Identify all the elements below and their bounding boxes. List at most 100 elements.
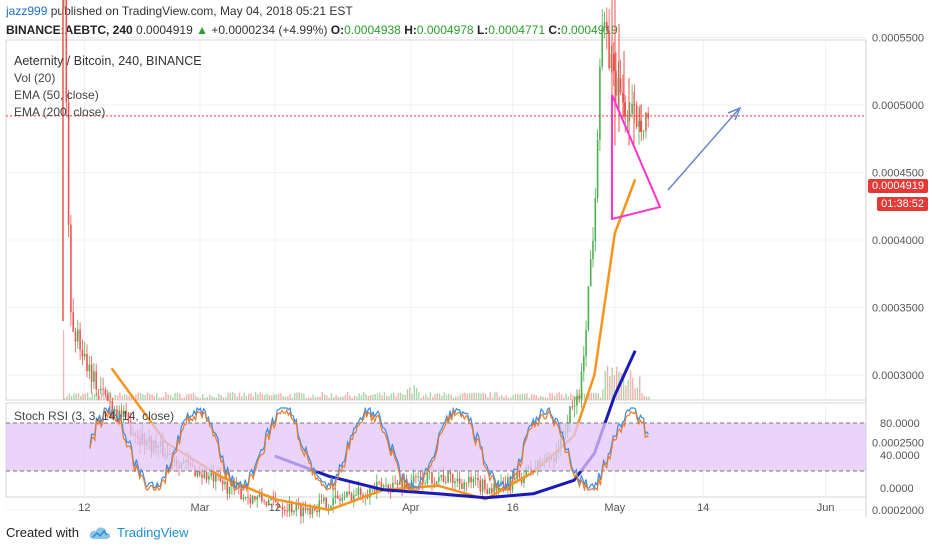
candle-body xyxy=(491,488,493,493)
candle-body xyxy=(231,482,233,487)
candle-body xyxy=(488,488,491,494)
volume-bar xyxy=(234,393,236,400)
volume-bar xyxy=(418,392,420,400)
volume-bar xyxy=(356,396,358,400)
chart-legend: Aeternity / Bitcoin, 240, BINANCE Vol (2… xyxy=(14,53,202,121)
candle-body xyxy=(307,507,309,511)
volume-bar xyxy=(335,394,337,400)
candle-body xyxy=(486,489,488,494)
volume-bar xyxy=(305,397,307,400)
candle-body xyxy=(123,410,125,417)
volume-bar xyxy=(208,394,211,400)
candle-body xyxy=(274,499,277,503)
candle-body xyxy=(90,364,93,382)
volume-bar xyxy=(337,396,340,400)
volume-bar xyxy=(330,393,333,400)
volume-bar xyxy=(243,392,245,400)
volume-bar xyxy=(473,392,475,400)
volume-bar xyxy=(169,395,172,400)
volume-bar xyxy=(457,396,459,400)
volume-bar xyxy=(432,396,434,400)
tradingview-cloud-icon xyxy=(89,526,111,539)
volume-bar xyxy=(328,397,330,400)
x-tick-label: 14 xyxy=(697,502,709,514)
candle-body xyxy=(447,471,449,482)
volume-bar xyxy=(349,395,351,400)
y-tick-label: 0.0003500 xyxy=(872,303,924,315)
volume-bar xyxy=(360,395,363,400)
volume-bar xyxy=(340,396,342,400)
volume-bar xyxy=(434,394,436,400)
volume-bar xyxy=(369,395,372,400)
candle-body xyxy=(647,112,649,119)
volume-bar xyxy=(103,397,105,400)
candle-body xyxy=(346,491,348,498)
volume-bar xyxy=(634,388,636,400)
volume-bar xyxy=(399,392,402,400)
volume-bar xyxy=(199,397,202,400)
volume-bar xyxy=(510,397,512,400)
candle-body xyxy=(378,481,380,483)
candle-body xyxy=(461,483,463,489)
price-pane xyxy=(5,39,867,401)
candle-body xyxy=(583,355,585,372)
up-triangle-icon: ▲ xyxy=(196,23,208,37)
open-label: O: xyxy=(330,23,345,37)
candle-body xyxy=(286,510,288,512)
volume-bar xyxy=(560,394,563,400)
candle-body xyxy=(380,482,383,488)
volume-bar xyxy=(190,393,192,400)
volume-bar xyxy=(310,397,312,400)
candle-body xyxy=(116,409,118,419)
y-tick-label: 0.0005500 xyxy=(872,33,924,45)
candle-body xyxy=(279,506,281,508)
price-axis xyxy=(866,40,932,497)
candle-body xyxy=(247,497,249,498)
candle-body xyxy=(424,483,426,485)
volume-bar xyxy=(211,396,213,400)
candle-body xyxy=(454,481,456,483)
candle-body xyxy=(330,505,332,509)
volume-bar xyxy=(259,392,261,400)
candle-body xyxy=(635,105,638,127)
author-link[interactable]: jazz999 xyxy=(6,4,48,18)
ema-50-line xyxy=(110,178,637,512)
candle-body xyxy=(468,477,470,483)
candle-body xyxy=(631,103,633,114)
volume-bar xyxy=(613,375,616,400)
volume-bar xyxy=(392,392,395,400)
volume-bar xyxy=(553,395,556,400)
volume-bar xyxy=(636,387,639,400)
high-label: H: xyxy=(404,23,417,37)
volume-bar xyxy=(252,396,254,400)
candle-body xyxy=(516,471,518,480)
candle-body xyxy=(640,120,643,132)
volume-bar xyxy=(84,393,87,400)
volume-bar xyxy=(484,393,487,400)
candle-body xyxy=(500,481,502,485)
volume-bar xyxy=(266,393,268,400)
candle-body xyxy=(254,495,256,500)
tradingview-link[interactable]: TradingView xyxy=(116,525,189,540)
candle-body xyxy=(267,500,270,506)
candle-body xyxy=(603,21,606,28)
volume-bar xyxy=(537,397,540,400)
candle-body xyxy=(573,405,576,407)
volume-bar xyxy=(351,397,353,400)
candle-body xyxy=(224,481,226,485)
volume-bar xyxy=(461,393,464,400)
volume-bar xyxy=(627,379,629,400)
volume-bar xyxy=(639,376,641,400)
candle-body xyxy=(484,479,486,490)
volume-bar xyxy=(379,392,381,400)
volume-bar xyxy=(300,393,303,400)
volume-bar xyxy=(314,396,317,400)
x-tick-label: May xyxy=(604,502,625,514)
candle-body xyxy=(249,497,252,504)
stoch-rsi-label: Stoch RSI (3, 3, 14, 14, close) xyxy=(14,409,175,423)
volume-bar xyxy=(540,395,542,400)
volume-bar xyxy=(96,392,98,400)
volume-bar xyxy=(625,385,627,400)
volume-bar xyxy=(530,394,533,400)
